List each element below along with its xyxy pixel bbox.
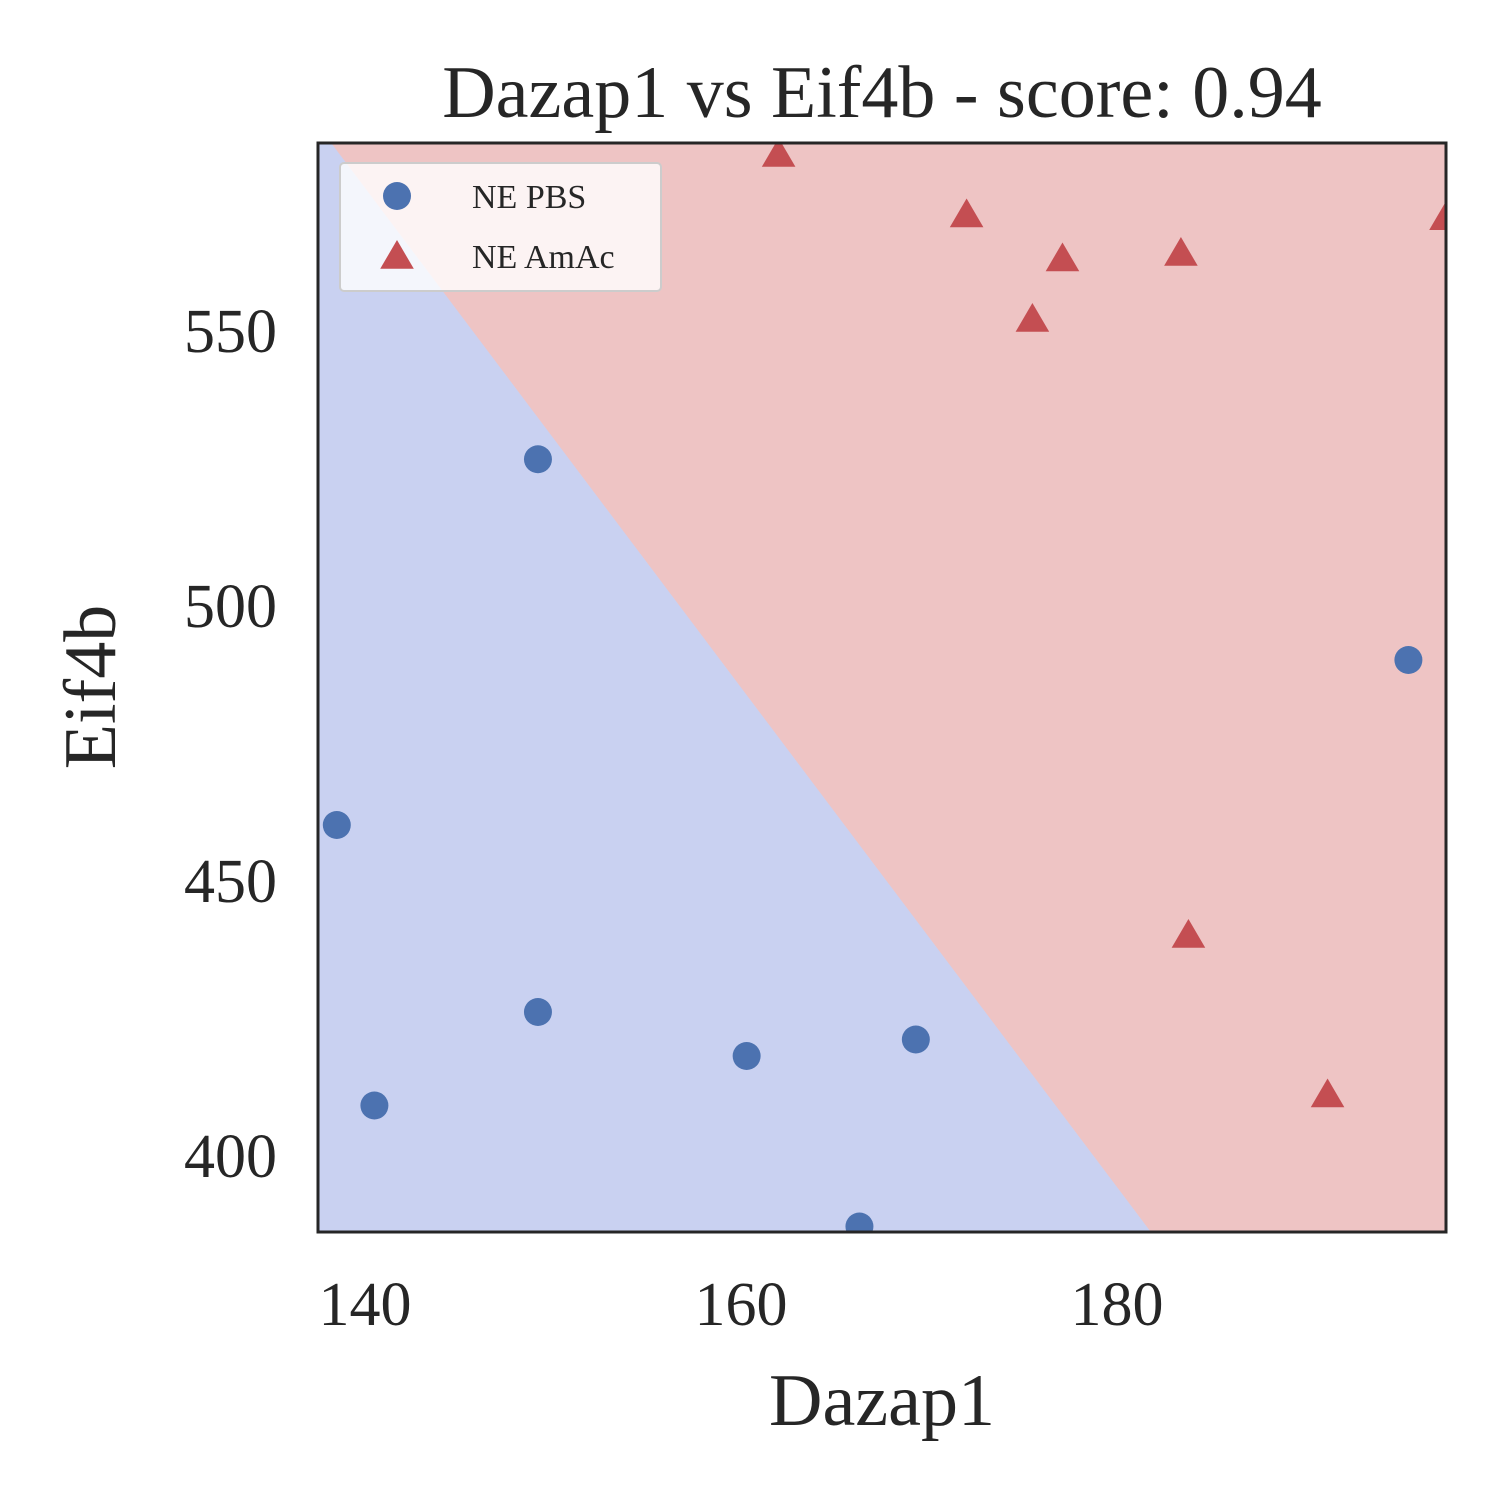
point-ne-amac [949, 198, 984, 228]
x-axis-ticks: 140 160 180 [319, 1271, 1164, 1339]
legend-box [339, 162, 662, 292]
legend-marker-ne-amac [380, 240, 414, 269]
x-tick-label: 140 [319, 1271, 412, 1339]
decision-regions [318, 143, 1446, 1232]
legend-label: NE AmAc [472, 239, 615, 276]
point-ne-pbs [360, 1091, 389, 1120]
point-ne-amac [1045, 242, 1080, 272]
point-ne-amac [1171, 919, 1206, 948]
y-axis-ticks: 400 450 500 550 [184, 298, 277, 1191]
point-ne-amac [1429, 201, 1446, 231]
legend-marker-ne-pbs [383, 182, 411, 210]
legend-label: NE PBS [472, 179, 586, 216]
legend: NE PBS NE AmAc [339, 162, 662, 292]
point-ne-amac [761, 143, 796, 167]
chart-title: Dazap1 vs Eif4b - score: 0.94 [442, 52, 1322, 134]
plot-frame [316, 141, 1448, 1234]
y-tick-label: 400 [184, 1123, 277, 1191]
x-tick-label: 180 [1071, 1271, 1164, 1339]
point-ne-pbs [523, 445, 552, 474]
point-ne-pbs [732, 1042, 761, 1070]
point-ne-amac [1015, 303, 1050, 332]
point-ne-pbs [901, 1025, 930, 1054]
point-ne-amac [1310, 1078, 1345, 1108]
y-axis-label: Eif4b [50, 605, 132, 769]
x-axis-label: Dazap1 [769, 1360, 995, 1442]
y-tick-label: 550 [184, 298, 277, 366]
point-ne-pbs [322, 811, 351, 839]
data-markers [322, 143, 1446, 1232]
y-tick-label: 450 [184, 848, 277, 916]
point-ne-pbs [523, 998, 552, 1026]
x-tick-label: 160 [695, 1271, 788, 1339]
point-ne-pbs [845, 1212, 874, 1232]
point-ne-amac [1164, 237, 1198, 266]
y-tick-label: 500 [184, 573, 277, 641]
region-ne-pbs [318, 143, 1151, 1232]
point-ne-pbs [1394, 646, 1423, 674]
